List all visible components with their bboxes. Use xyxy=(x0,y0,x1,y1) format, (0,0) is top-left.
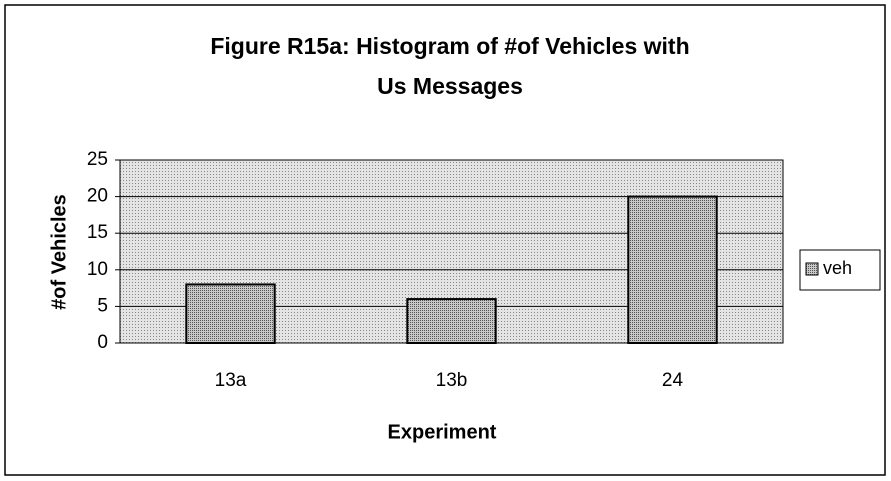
y-tick-label: 0 xyxy=(97,332,108,353)
y-tick-label: 20 xyxy=(87,186,108,207)
legend-label: veh xyxy=(823,258,852,278)
y-tick-label: 10 xyxy=(87,259,108,280)
y-tick-label: 25 xyxy=(87,149,108,170)
y-tick-label: 5 xyxy=(97,295,108,316)
chart-title: Figure R15a: Histogram of #of Vehicles w… xyxy=(210,33,689,59)
legend-swatch xyxy=(805,262,819,276)
chart-title: Us Messages xyxy=(377,73,523,99)
x-tick-label: 24 xyxy=(662,370,684,391)
x-axis-label: Experiment xyxy=(388,421,497,443)
bar xyxy=(185,283,276,345)
y-tick-label: 15 xyxy=(87,222,108,243)
bar xyxy=(627,195,718,344)
x-tick-label: 13a xyxy=(215,370,247,391)
y-axis-label: #of Vehicles xyxy=(48,194,70,310)
x-tick-label: 13b xyxy=(436,370,468,391)
bar xyxy=(406,298,497,344)
